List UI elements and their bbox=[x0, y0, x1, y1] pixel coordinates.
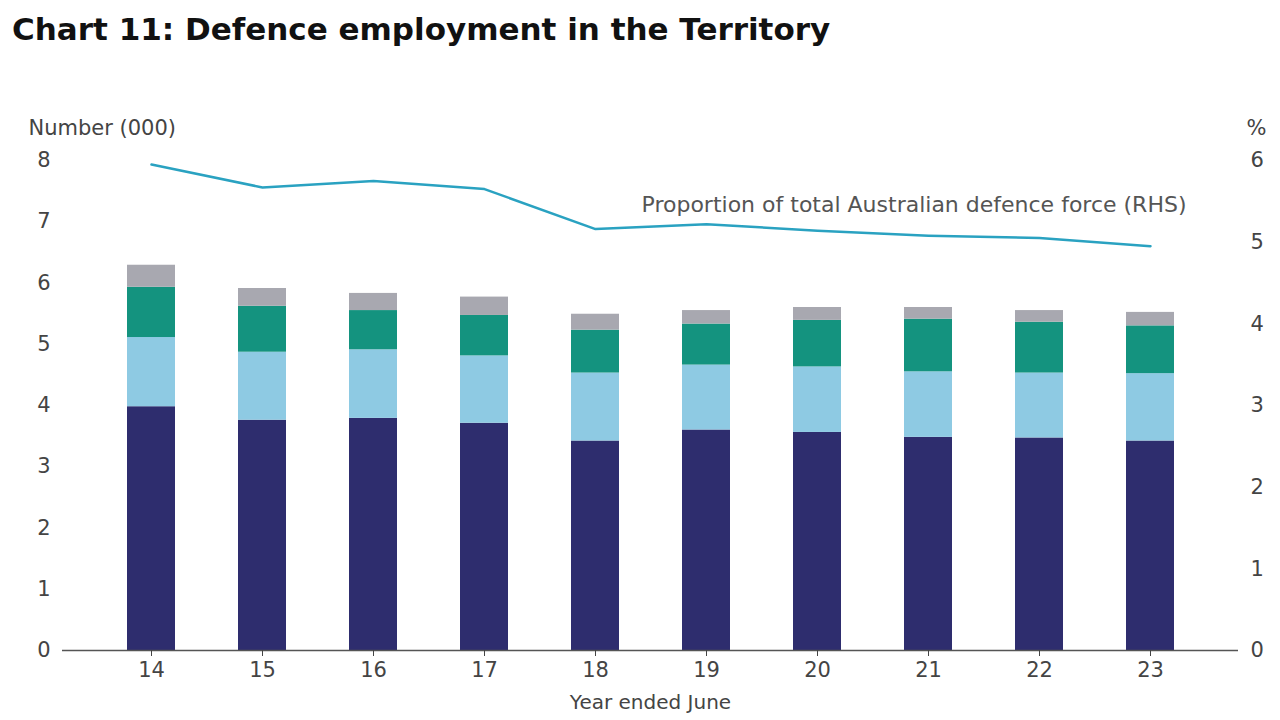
svg-text:20: 20 bbox=[804, 658, 831, 682]
svg-text:2: 2 bbox=[1251, 475, 1264, 499]
svg-text:6: 6 bbox=[37, 271, 50, 295]
svg-text:5: 5 bbox=[37, 332, 50, 356]
svg-text:2: 2 bbox=[37, 516, 50, 540]
svg-text:6: 6 bbox=[1251, 148, 1264, 172]
svg-text:15: 15 bbox=[249, 658, 276, 682]
svg-text:16: 16 bbox=[360, 658, 387, 682]
svg-text:5: 5 bbox=[1251, 230, 1264, 254]
svg-text:1: 1 bbox=[1251, 557, 1264, 581]
svg-text:21: 21 bbox=[915, 658, 942, 682]
svg-text:4: 4 bbox=[37, 393, 50, 417]
svg-text:22: 22 bbox=[1026, 658, 1053, 682]
svg-text:4: 4 bbox=[1251, 312, 1264, 336]
svg-text:0: 0 bbox=[37, 638, 50, 662]
svg-text:1: 1 bbox=[37, 577, 50, 601]
svg-text:Number (000): Number (000) bbox=[29, 116, 177, 140]
svg-text:14: 14 bbox=[138, 658, 165, 682]
svg-text:19: 19 bbox=[693, 658, 720, 682]
svg-text:Proportion of total Australian: Proportion of total Australian defence f… bbox=[642, 192, 1187, 217]
svg-text:17: 17 bbox=[471, 658, 498, 682]
html-text:Chart 11: Defence employment i: Chart 11: Defence employment in the Terr… bbox=[12, 11, 831, 47]
svg-text:Year ended June: Year ended June bbox=[569, 690, 731, 714]
svg-text:3: 3 bbox=[1251, 393, 1264, 417]
svg-text:8: 8 bbox=[37, 148, 50, 172]
svg-text:3: 3 bbox=[37, 454, 50, 478]
svg-text:%: % bbox=[1247, 116, 1267, 140]
svg-text:23: 23 bbox=[1137, 658, 1164, 682]
svg-text:18: 18 bbox=[582, 658, 609, 682]
svg-text:7: 7 bbox=[37, 209, 50, 233]
svg-text:0: 0 bbox=[1251, 638, 1264, 662]
